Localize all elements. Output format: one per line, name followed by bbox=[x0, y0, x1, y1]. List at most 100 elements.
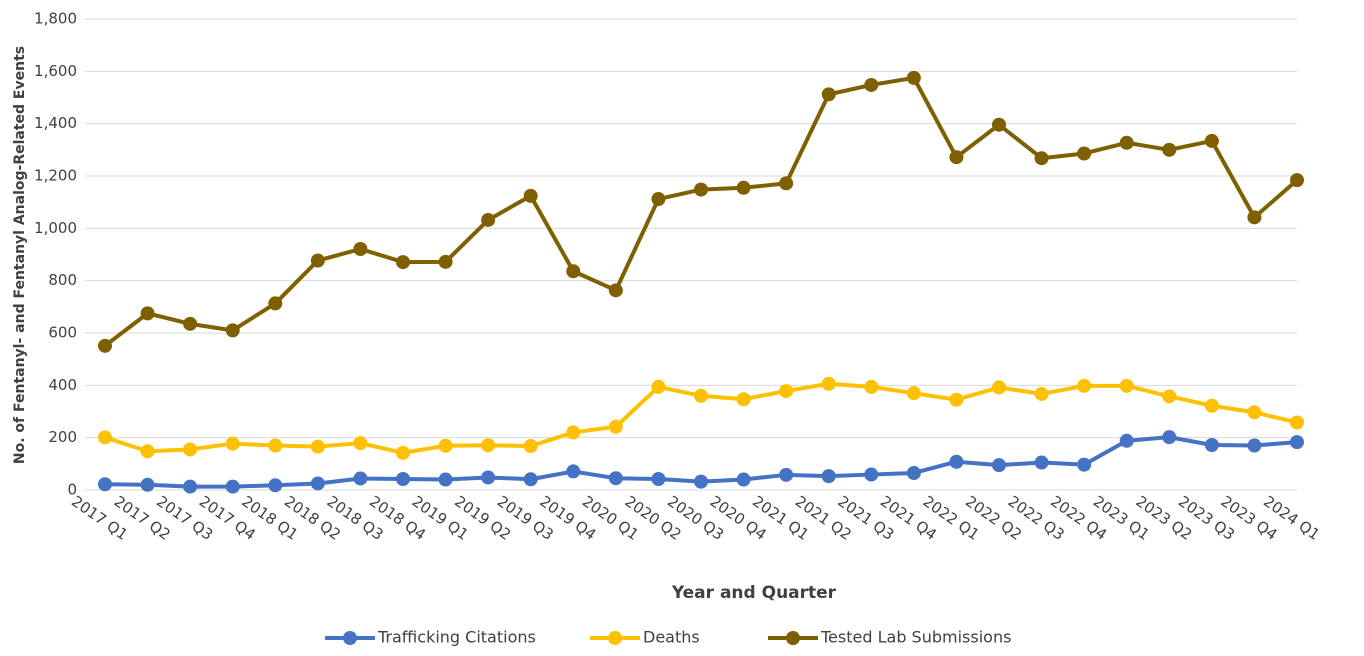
data-point bbox=[864, 379, 879, 394]
data-point bbox=[1204, 437, 1219, 452]
data-point bbox=[736, 180, 751, 195]
y-tick-label: 1,600 bbox=[34, 62, 77, 80]
data-point bbox=[225, 479, 240, 494]
data-point bbox=[225, 323, 240, 338]
data-point bbox=[651, 379, 666, 394]
data-point bbox=[1162, 142, 1177, 157]
data-point bbox=[140, 477, 155, 492]
data-point bbox=[608, 471, 623, 486]
data-point bbox=[1290, 173, 1304, 188]
data-point bbox=[268, 438, 283, 453]
data-point bbox=[481, 212, 496, 227]
data-point bbox=[396, 472, 410, 487]
data-point bbox=[906, 386, 921, 401]
data-point bbox=[1204, 133, 1219, 148]
data-point bbox=[1204, 398, 1219, 413]
data-point bbox=[523, 188, 538, 203]
data-point bbox=[140, 306, 155, 321]
data-point bbox=[779, 176, 794, 191]
data-point bbox=[1162, 430, 1177, 445]
data-point bbox=[396, 445, 410, 460]
data-point bbox=[183, 442, 198, 457]
data-point bbox=[992, 117, 1006, 132]
data-point bbox=[651, 192, 666, 207]
data-point bbox=[183, 479, 198, 494]
data-point bbox=[566, 425, 581, 440]
y-tick-label: 1,200 bbox=[34, 167, 77, 185]
legend-marker bbox=[608, 631, 622, 645]
data-point bbox=[694, 474, 708, 489]
y-tick-label: 800 bbox=[48, 271, 77, 289]
data-point bbox=[949, 454, 964, 469]
data-point bbox=[566, 264, 581, 279]
data-point bbox=[1119, 378, 1134, 393]
data-point bbox=[1119, 433, 1134, 448]
data-point bbox=[566, 464, 581, 479]
data-point bbox=[140, 444, 155, 459]
data-point bbox=[438, 438, 453, 453]
data-point bbox=[864, 77, 879, 92]
data-point bbox=[1119, 135, 1134, 150]
data-point bbox=[1162, 389, 1177, 404]
data-point bbox=[1034, 455, 1049, 470]
data-point bbox=[310, 253, 325, 268]
y-tick-label: 200 bbox=[48, 428, 77, 446]
y-tick-label: 0 bbox=[67, 481, 77, 499]
data-point bbox=[821, 376, 836, 391]
data-point bbox=[523, 439, 538, 454]
data-point bbox=[949, 392, 964, 407]
data-point bbox=[992, 380, 1006, 395]
data-point bbox=[438, 472, 453, 487]
data-point bbox=[396, 255, 410, 270]
data-point bbox=[821, 469, 836, 484]
legend-label: Trafficking Citations bbox=[377, 628, 536, 647]
data-point bbox=[225, 436, 240, 451]
data-point bbox=[651, 472, 666, 487]
data-point bbox=[821, 87, 836, 102]
data-point bbox=[183, 316, 198, 331]
data-point bbox=[736, 472, 751, 487]
legend-label: Tested Lab Submissions bbox=[820, 628, 1011, 647]
data-point bbox=[353, 471, 368, 486]
data-point bbox=[1077, 378, 1092, 393]
data-point bbox=[1247, 210, 1262, 225]
data-point bbox=[1290, 435, 1304, 450]
data-point bbox=[353, 436, 368, 451]
data-point bbox=[310, 439, 325, 454]
data-point bbox=[694, 182, 708, 197]
y-tick-label: 1,800 bbox=[34, 10, 77, 28]
y-tick-label: 600 bbox=[48, 324, 77, 342]
series-line bbox=[103, 75, 1299, 348]
data-point bbox=[310, 476, 325, 491]
data-point bbox=[481, 470, 496, 485]
data-point bbox=[906, 70, 921, 85]
y-tick-label: 400 bbox=[48, 376, 77, 394]
legend-marker bbox=[786, 631, 800, 645]
legend-label: Deaths bbox=[643, 628, 700, 647]
data-point bbox=[992, 458, 1006, 473]
data-point bbox=[736, 392, 751, 407]
data-point bbox=[608, 283, 623, 298]
data-point bbox=[1077, 146, 1092, 161]
legend-marker bbox=[343, 631, 357, 645]
data-point bbox=[949, 150, 964, 165]
data-point bbox=[1034, 151, 1049, 166]
data-point bbox=[1247, 438, 1262, 453]
data-point bbox=[1290, 415, 1304, 430]
data-point bbox=[438, 254, 453, 269]
x-axis-title: Year and Quarter bbox=[671, 583, 837, 603]
y-tick-label: 1,400 bbox=[34, 114, 77, 132]
data-point bbox=[779, 467, 794, 482]
data-point bbox=[906, 465, 921, 480]
data-point bbox=[523, 472, 538, 487]
y-tick-label: 1,000 bbox=[34, 219, 77, 237]
data-point bbox=[98, 338, 112, 353]
y-axis-title: No. of Fentanyl- and Fentanyl Analog-Rel… bbox=[12, 46, 28, 464]
data-point bbox=[608, 419, 623, 434]
data-point bbox=[1034, 386, 1049, 401]
data-point bbox=[481, 438, 496, 453]
data-point bbox=[694, 388, 708, 403]
data-point bbox=[1247, 405, 1262, 420]
data-point bbox=[1077, 457, 1092, 472]
